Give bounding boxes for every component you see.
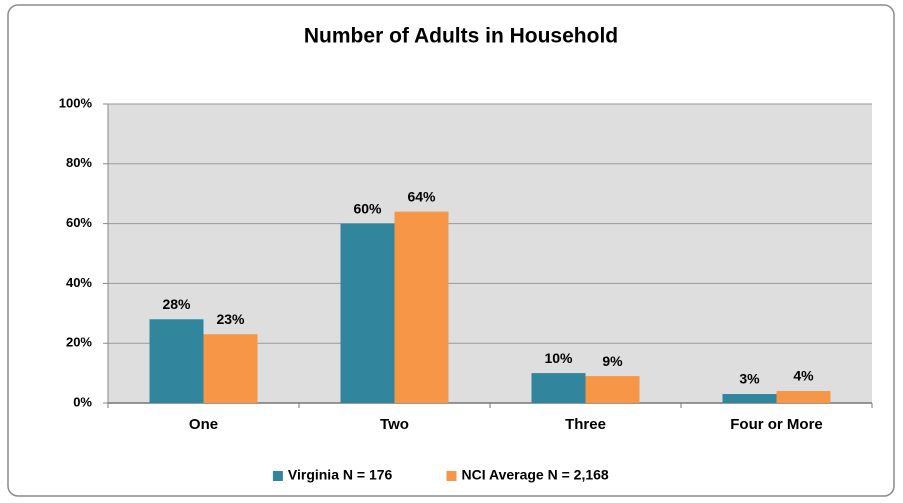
bar [722,394,777,403]
bar [776,391,831,403]
bar [394,211,449,403]
x-tick-label: Three [565,416,606,433]
legend-swatch [446,471,457,481]
bar [149,319,204,403]
y-tick-label: 20% [66,335,92,350]
legend-label: NCI Average N = 2,168 [462,467,609,483]
bar [340,223,395,403]
y-tick-label: 100% [59,95,93,110]
legend-swatch [272,471,283,481]
x-tick-label: One [189,416,218,433]
value-label: 60% [353,200,382,216]
x-tick-label: Four or More [730,416,823,433]
bar [585,376,640,403]
value-label: 3% [739,371,760,387]
value-label: 4% [793,368,814,384]
y-tick-label: 60% [66,215,92,230]
y-tick-label: 0% [73,394,92,409]
x-tick-label: Two [380,416,409,433]
bar [203,334,258,403]
value-label: 28% [162,296,191,312]
value-label: 23% [216,311,245,327]
y-tick-label: 40% [66,275,92,290]
legend-label: Virginia N = 176 [288,467,393,483]
bar [531,373,586,403]
value-label: 9% [602,353,623,369]
value-label: 10% [544,350,573,366]
chart-title: Number of Adults in Household [304,25,618,48]
y-tick-label: 80% [66,155,92,170]
value-label: 64% [407,188,436,204]
